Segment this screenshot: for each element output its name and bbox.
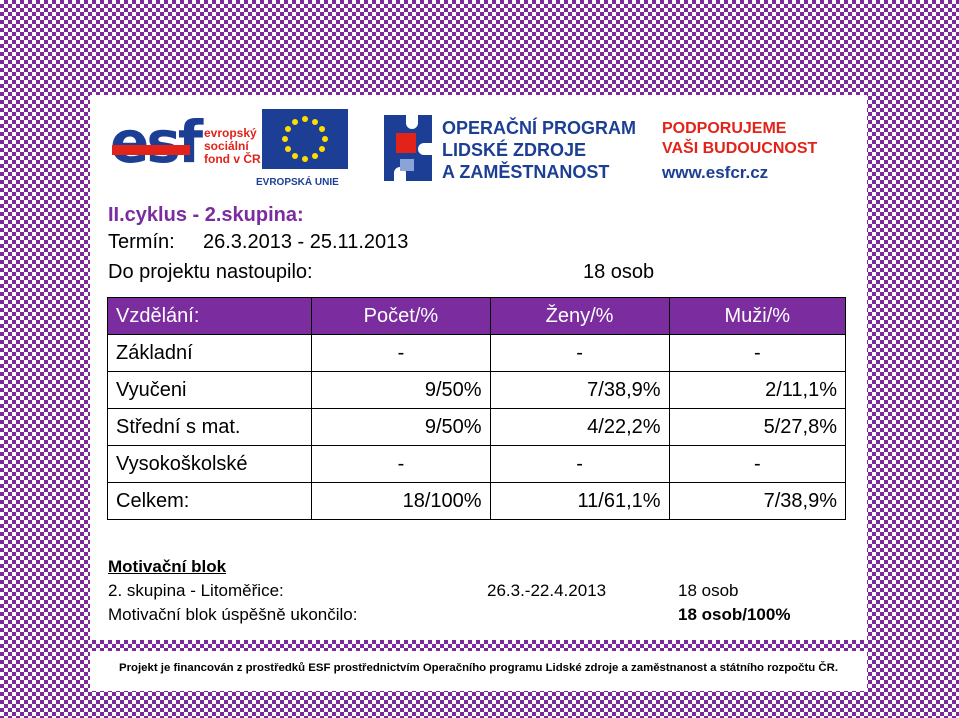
table-row: Vyučeni 9/50% 7/38,9% 2/11,1% xyxy=(106,371,847,409)
table-cell: 9/50% xyxy=(311,408,491,446)
table-cell: - xyxy=(311,334,491,372)
table-cell: - xyxy=(668,334,847,372)
esf-text-line: evropský xyxy=(204,126,257,140)
support-text-line: PODPORUJEME xyxy=(662,120,787,137)
motivation-completed-label: Motivační blok úspěšně ukončilo: xyxy=(108,605,358,624)
motivation-title: Motivační blok xyxy=(108,557,227,576)
table-cell: 4/22,2% xyxy=(489,408,670,446)
table-row: Celkem: 18/100% 11/61,1% 7/38,9% xyxy=(106,482,847,520)
esf-text-line: fond v ČR xyxy=(204,152,261,166)
op-text: OPERAČNÍ PROGRAM LIDSKÉ ZDROJE A ZAMĚSTN… xyxy=(442,117,636,183)
table-header: Ženy/% xyxy=(489,297,670,335)
motivation-group-label: 2. skupina - Litoměřice: xyxy=(108,581,284,600)
table-cell: 5/27,8% xyxy=(668,408,847,446)
table-row: Střední s mat. 9/50% 4/22,2% 5/27,8% xyxy=(106,408,847,446)
table-header: Počet/% xyxy=(311,297,491,335)
table-cell: Základní xyxy=(106,334,313,372)
op-text-line: A ZAMĚSTNANOST xyxy=(442,162,610,182)
table-cell: 18/100% xyxy=(311,482,491,520)
motivation-group-dates: 26.3.-22.4.2013 xyxy=(487,581,607,600)
esf-red-bar xyxy=(112,145,190,155)
table-cell: Celkem: xyxy=(106,482,313,520)
table-cell: 11/61,1% xyxy=(489,482,670,520)
table-cell: 7/38,9% xyxy=(489,371,670,409)
puzzle-icon xyxy=(380,109,436,185)
table-cell: 2/11,1% xyxy=(668,371,847,409)
table-header: Vzdělání: xyxy=(106,297,313,335)
table-cell: - xyxy=(489,334,670,372)
eu-label: EVROPSKÁ UNIE xyxy=(256,177,339,188)
table-cell: - xyxy=(311,445,491,483)
education-table: Vzdělání: Počet/% Ženy/% Muži/% Základní… xyxy=(106,297,847,520)
esf-url: www.esfcr.cz xyxy=(662,163,769,182)
term-value: 26.3.2013 - 25.11.2013 xyxy=(203,231,409,253)
term-line: Termín: 26.3.2013 - 25.11.2013 xyxy=(108,231,408,254)
esf-text-line: sociální xyxy=(204,139,249,153)
joined-value: 18 osob xyxy=(583,261,655,283)
table-cell: 7/38,9% xyxy=(668,482,847,520)
footer-text: Projekt je financován z prostředků ESF p… xyxy=(119,662,839,674)
motivation-completed-value: 18 osob/100% xyxy=(678,605,791,624)
slide: esf evropský sociální fond v ČR EVROPSKÁ… xyxy=(90,95,867,640)
joined-label: Do projektu nastoupilo: xyxy=(108,261,313,283)
support-text-line: VAŠI BUDOUCNOST xyxy=(662,140,818,157)
support-logo: PODPORUJEME VAŠI BUDOUCNOST www.esfcr.cz xyxy=(662,115,862,185)
cycle-title: II.cyklus - 2.skupina: xyxy=(108,204,304,226)
table-cell: Vysokoškolské xyxy=(106,445,313,483)
esf-text: evropský sociální fond v ČR xyxy=(204,127,261,166)
op-logo: OPERAČNÍ PROGRAM LIDSKÉ ZDROJE A ZAMĚSTN… xyxy=(380,107,642,187)
term-label: Termín: xyxy=(108,231,175,253)
esf-letters: esf xyxy=(110,108,203,176)
table-cell: Vyučeni xyxy=(106,371,313,409)
table-cell: 9/50% xyxy=(311,371,491,409)
table-header-row: Vzdělání: Počet/% Ženy/% Muži/% xyxy=(106,297,847,335)
footer: Projekt je financován z prostředků ESF p… xyxy=(90,651,867,691)
support-text: PODPORUJEME VAŠI BUDOUCNOST xyxy=(662,119,817,159)
table-row: Vysokoškolské - - - xyxy=(106,445,847,483)
op-text-line: OPERAČNÍ PROGRAM xyxy=(442,118,637,138)
table-row: Základní - - - xyxy=(106,334,847,372)
table-header: Muži/% xyxy=(668,297,847,335)
table-cell: - xyxy=(668,445,847,483)
table-cell: - xyxy=(489,445,670,483)
eu-flag-icon xyxy=(262,109,348,169)
esf-logo: esf evropský sociální fond v ČR xyxy=(110,109,350,189)
eu-logo: EVROPSKÁ UNIE xyxy=(256,109,352,188)
motivation-group-count: 18 osob xyxy=(678,581,739,600)
op-text-line: LIDSKÉ ZDROJE xyxy=(442,140,587,160)
table-cell: Střední s mat. xyxy=(106,408,313,446)
